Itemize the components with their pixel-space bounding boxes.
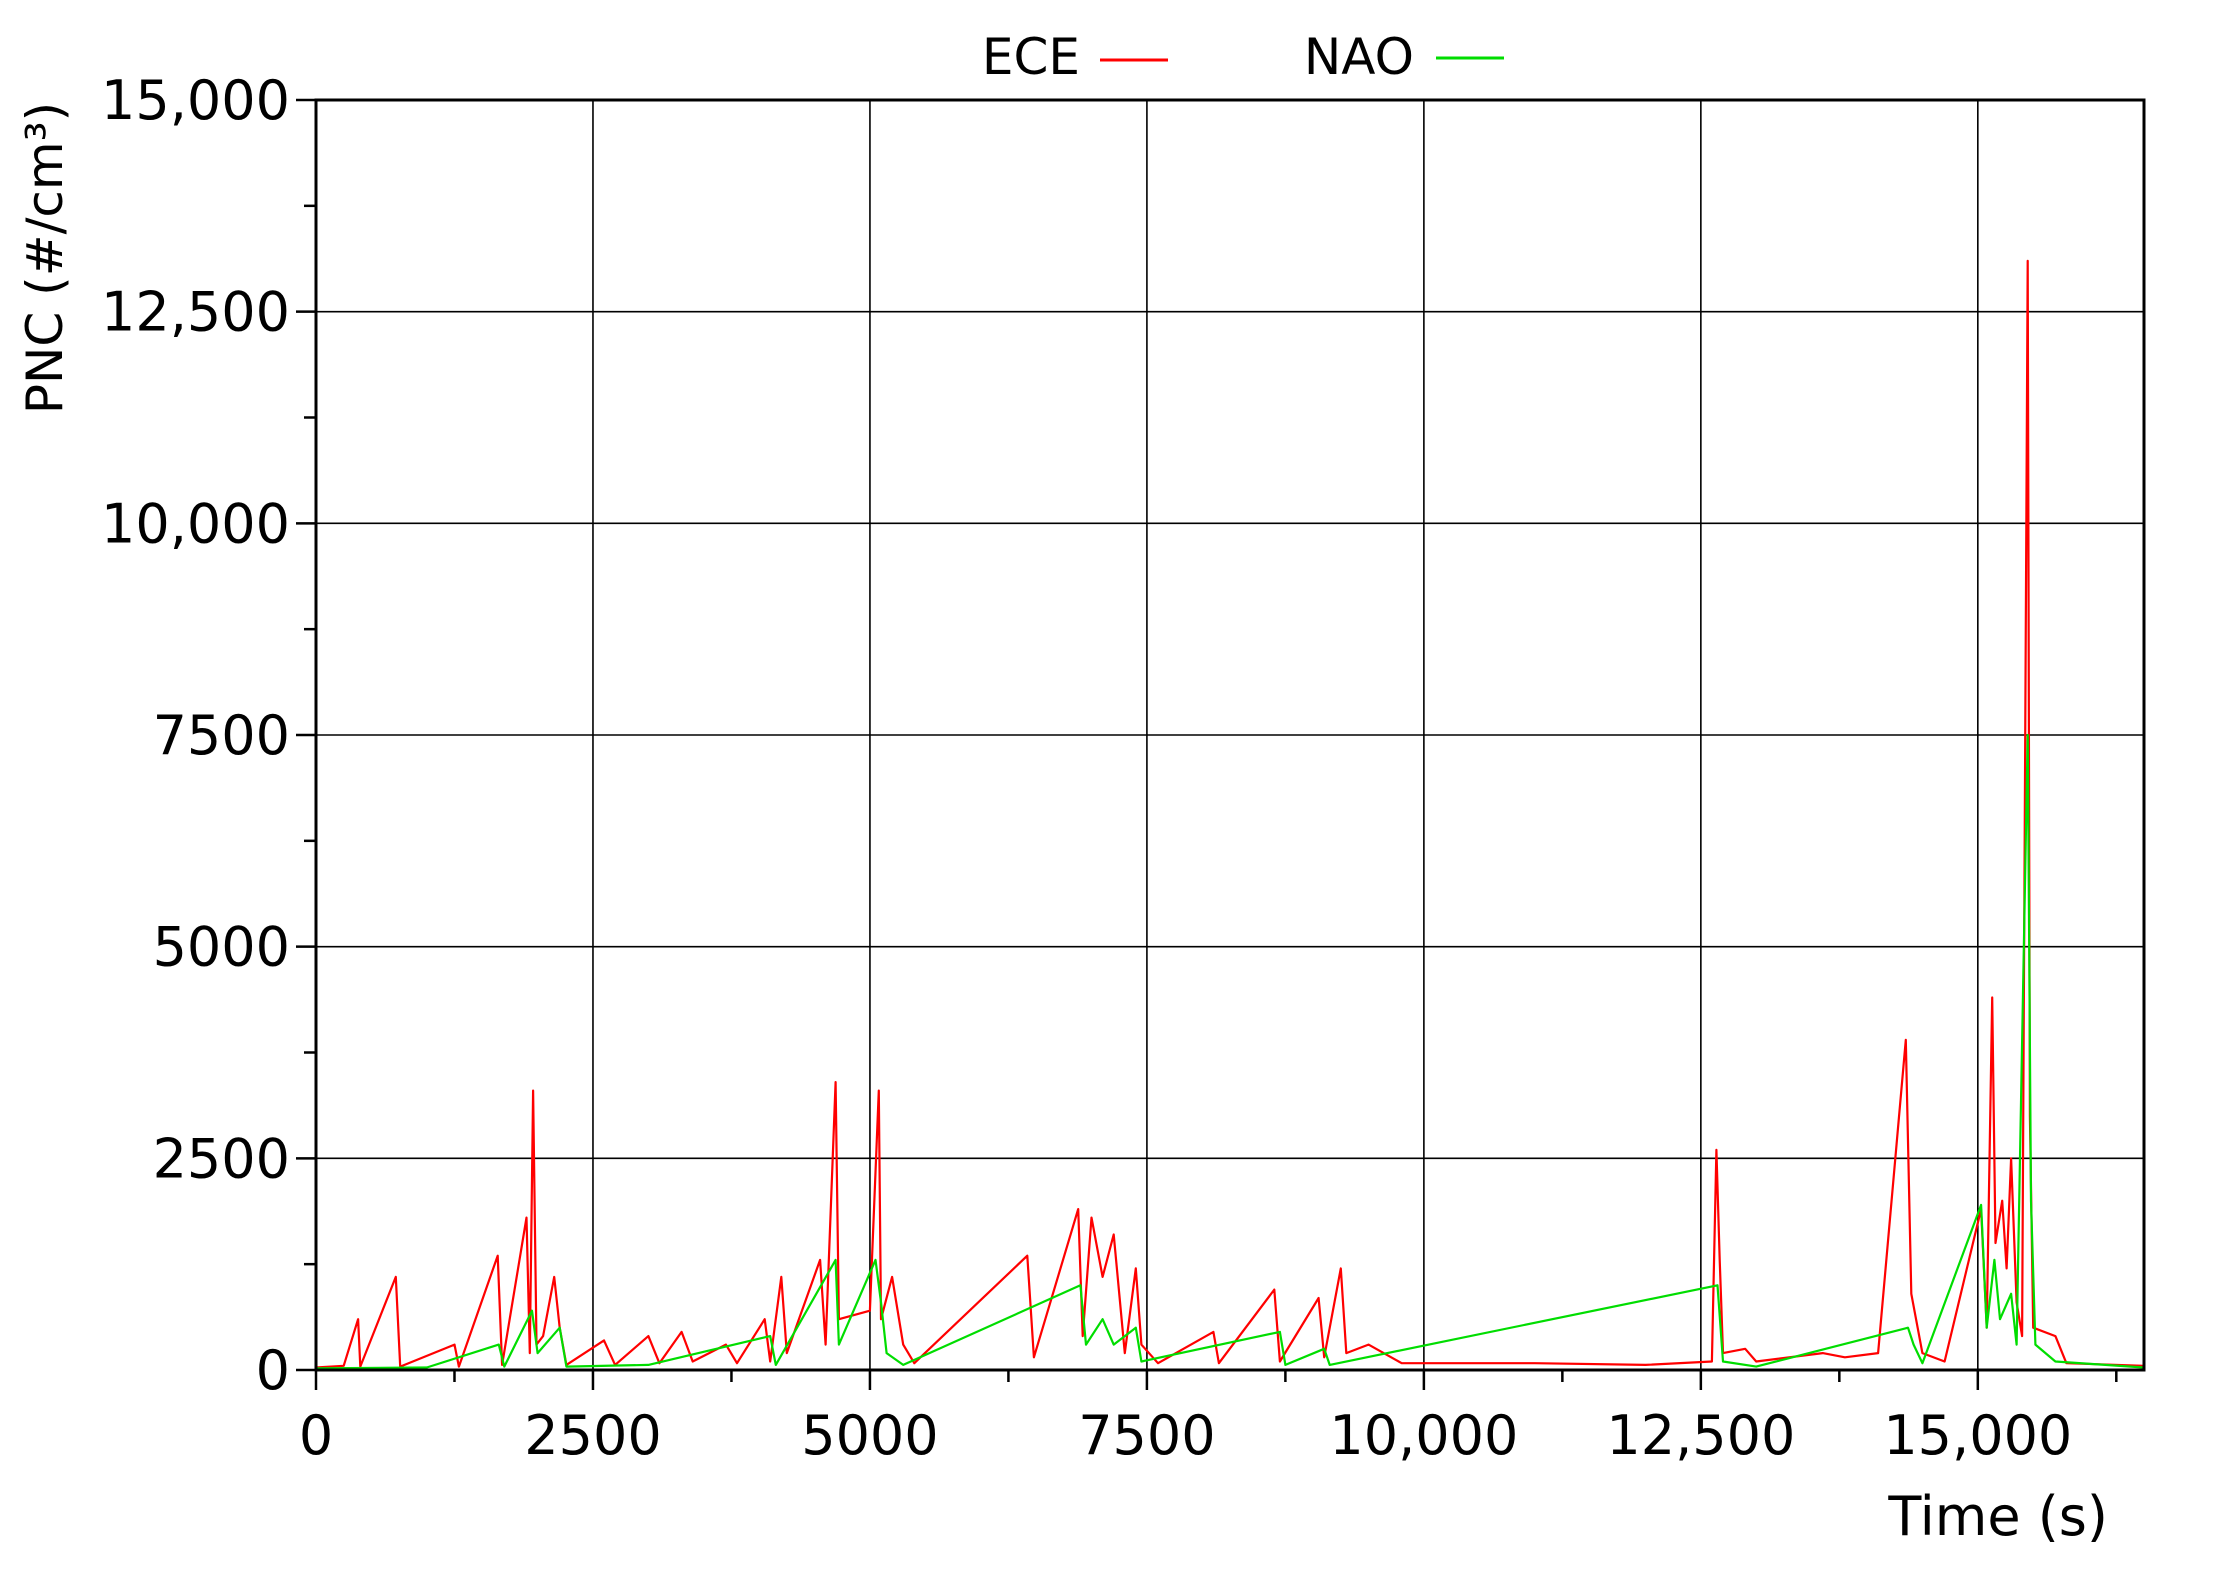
y-tick-label: 15,000 xyxy=(101,69,290,132)
legend-label-ece: ECE xyxy=(982,28,1080,86)
y-tick-label: 7500 xyxy=(153,704,290,767)
x-tick-labels: 0 2500 5000 7500 10,000 12,500 15,000 xyxy=(299,1404,2072,1467)
series-line-nao xyxy=(315,733,2145,1370)
y-tick-label: 2500 xyxy=(153,1127,290,1190)
x-tick-label: 7500 xyxy=(1078,1404,1215,1467)
y-tick-label: 12,500 xyxy=(101,281,290,344)
y-tick-labels: 0 2500 5000 7500 10,000 12,500 15,000 xyxy=(101,69,290,1402)
series-layer xyxy=(315,259,2145,1370)
y-tick-label: 5000 xyxy=(153,916,290,979)
x-tick-label: 0 xyxy=(299,1404,333,1467)
x-tick-label: 5000 xyxy=(801,1404,938,1467)
y-tick-label: 10,000 xyxy=(101,492,290,555)
axis-ticks xyxy=(296,98,2118,1390)
y-axis-title: PNC (#/cm³) xyxy=(16,102,74,414)
grid-lines xyxy=(316,100,2144,1370)
legend: ECE NAO xyxy=(982,28,1504,86)
x-axis-title: Time (s) xyxy=(1887,1485,2108,1548)
x-tick-label: 15,000 xyxy=(1883,1404,2072,1467)
series-line-ece xyxy=(315,259,2145,1369)
x-tick-label: 12,500 xyxy=(1606,1404,1795,1467)
x-tick-label: 10,000 xyxy=(1329,1404,1518,1467)
x-tick-label: 2500 xyxy=(524,1404,661,1467)
legend-label-nao: NAO xyxy=(1304,28,1414,86)
y-tick-label: 0 xyxy=(256,1339,290,1402)
